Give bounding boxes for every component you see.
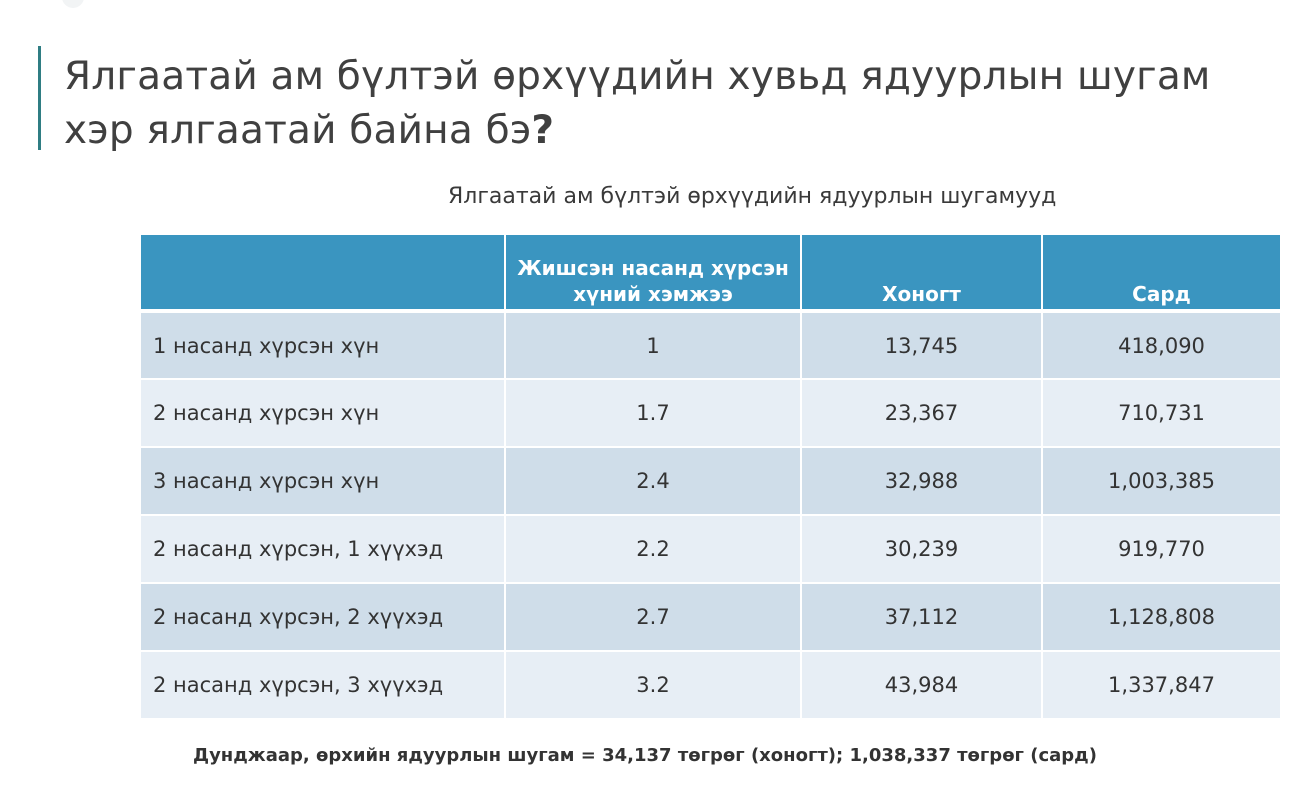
row-label: 2 насанд хүрсэн, 2 хүүхэд (141, 583, 506, 652)
row-label: 3 насанд хүрсэн хүн (141, 447, 506, 516)
slide-title: Ялгаатай ам бүлтэй өрхүүдийн хувьд ядуур… (64, 50, 1284, 158)
row-label: 2 насанд хүрсэн, 1 хүүхэд (141, 515, 506, 584)
corner-decoration (62, 0, 84, 8)
header-household-type (141, 235, 506, 313)
table-row: 2 насанд хүрсэн, 2 хүүхэд 2.7 37,112 1,1… (141, 583, 1280, 652)
title-accent-bar (38, 46, 41, 150)
row-adult-equivalent: 1.7 (505, 379, 802, 448)
table-header-row: Жишсэн насанд хүрсэн хүний хэмжээ Хоногт… (141, 235, 1280, 313)
slide-title-text: Ялгаатай ам бүлтэй өрхүүдийн хувьд ядуур… (64, 54, 1211, 153)
row-monthly-value: 1,128,808 (1042, 583, 1280, 652)
row-label: 1 насанд хүрсэн хүн (141, 311, 506, 380)
row-daily-value: 32,988 (801, 447, 1043, 516)
row-adult-equivalent: 2.7 (505, 583, 802, 652)
row-monthly-value: 418,090 (1042, 311, 1280, 380)
row-adult-equivalent: 3.2 (505, 651, 802, 720)
row-monthly-value: 1,337,847 (1042, 651, 1280, 720)
table-row: 1 насанд хүрсэн хүн 1 13,745 418,090 (141, 311, 1280, 380)
table-row: 3 насанд хүрсэн хүн 2.4 32,988 1,003,385 (141, 447, 1280, 516)
table-row: 2 насанд хүрсэн, 3 хүүхэд 3.2 43,984 1,3… (141, 651, 1280, 720)
table-row: 2 насанд хүрсэн хүн 1.7 23,367 710,731 (141, 379, 1280, 448)
row-adult-equivalent: 2.4 (505, 447, 802, 516)
row-monthly-value: 710,731 (1042, 379, 1280, 448)
row-monthly-value: 919,770 (1042, 515, 1280, 584)
table-caption: Ялгаатай ам бүлтэй өрхүүдийн ядуурлын шу… (448, 184, 1057, 209)
header-adult-equivalent: Жишсэн насанд хүрсэн хүний хэмжээ (505, 235, 802, 313)
header-monthly: Сард (1042, 235, 1280, 313)
slide-title-question-mark: ? (531, 108, 555, 153)
row-adult-equivalent: 2.2 (505, 515, 802, 584)
row-daily-value: 43,984 (801, 651, 1043, 720)
row-daily-value: 30,239 (801, 515, 1043, 584)
row-daily-value: 23,367 (801, 379, 1043, 448)
row-label: 2 насанд хүрсэн, 3 хүүхэд (141, 651, 506, 720)
table-row: 2 насанд хүрсэн, 1 хүүхэд 2.2 30,239 919… (141, 515, 1280, 584)
header-daily: Хоногт (801, 235, 1043, 313)
summary-note: Дунджаар, өрхийн ядуурлын шугам = 34,137… (193, 745, 1097, 766)
row-monthly-value: 1,003,385 (1042, 447, 1280, 516)
row-daily-value: 13,745 (801, 311, 1043, 380)
row-adult-equivalent: 1 (505, 311, 802, 380)
row-label: 2 насанд хүрсэн хүн (141, 379, 506, 448)
poverty-lines-table: Жишсэн насанд хүрсэн хүний хэмжээ Хоногт… (141, 235, 1280, 720)
row-daily-value: 37,112 (801, 583, 1043, 652)
